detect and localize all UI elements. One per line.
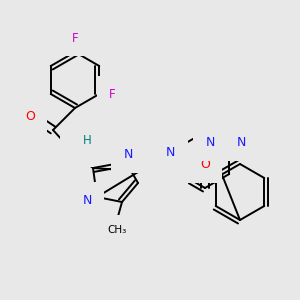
- Text: O: O: [200, 158, 210, 170]
- Text: N: N: [210, 135, 219, 148]
- Text: F: F: [72, 32, 78, 44]
- Text: N: N: [205, 136, 215, 148]
- Text: H: H: [154, 154, 163, 167]
- Text: N: N: [237, 136, 246, 148]
- Text: N: N: [72, 142, 82, 154]
- Text: N: N: [166, 161, 176, 175]
- Text: N: N: [123, 148, 133, 160]
- Text: F: F: [109, 88, 116, 100]
- Text: O: O: [25, 110, 35, 124]
- Text: N: N: [82, 194, 92, 208]
- Text: CH₃: CH₃: [107, 225, 127, 235]
- Text: H: H: [82, 134, 91, 146]
- Text: N: N: [166, 146, 176, 158]
